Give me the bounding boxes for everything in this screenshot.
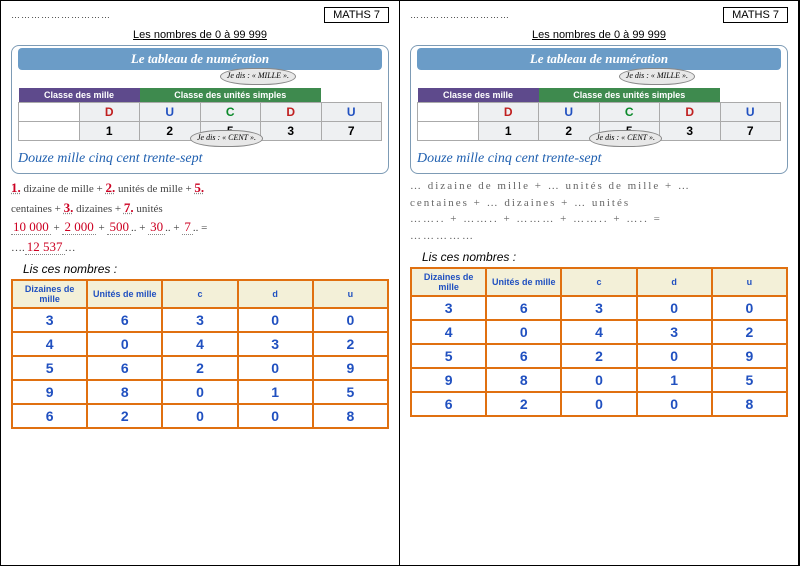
- subtitle: Les nombres de 0 à 99 999: [11, 29, 389, 41]
- cell-cdu: D: [79, 103, 140, 122]
- name-field-dots: …………………………: [410, 10, 510, 20]
- top-line: ………………………… MATHS 7: [410, 7, 788, 23]
- sample-digit: 1: [79, 122, 140, 141]
- page-badge: MATHS 7: [324, 7, 389, 23]
- decomposition-filled: 1. dizaine de mille + 2. unités de mille…: [11, 178, 389, 256]
- read-th: c: [162, 280, 237, 308]
- cell-cdu: C: [200, 103, 261, 122]
- cell-cdu: U: [140, 103, 201, 122]
- number-in-words: Douze mille cinq cent trente-sept: [18, 151, 382, 167]
- number-in-words: Douze mille cinq cent trente-sept: [417, 151, 781, 167]
- th-simple: Classe des unités simples: [140, 88, 322, 103]
- read-th: Unités de mille: [87, 280, 162, 308]
- subtitle: Les nombres de 0 à 99 999: [410, 29, 788, 41]
- bubble-cent: Je dis : « CENT ».: [589, 130, 662, 147]
- worksheet-left: ………………………… MATHS 7 Les nombres de 0 à 99…: [1, 1, 400, 565]
- bubble-mille: Je dis : « MILLE ».: [619, 68, 695, 85]
- cell-cdu: D: [261, 103, 322, 122]
- read-title: Lis ces nombres :: [23, 262, 389, 276]
- read-title: Lis ces nombres :: [422, 250, 788, 264]
- sample-digit: 3: [261, 122, 322, 141]
- read-th: u: [313, 280, 388, 308]
- bubble-mille: Je dis : « MILLE ».: [220, 68, 296, 85]
- numeration-panel: Le tableau de numération Je dis : « MILL…: [410, 45, 788, 174]
- cell-cdu: U: [321, 103, 382, 122]
- name-field-dots: …………………………: [11, 10, 111, 20]
- panel-title: Le tableau de numération: [417, 48, 781, 70]
- th-mille: Classe des mille: [19, 88, 140, 103]
- read-numbers-table: Dizaines de milleUnités de millecdu 3630…: [410, 267, 788, 417]
- sample-digit: 7: [321, 122, 382, 141]
- read-th: d: [238, 280, 313, 308]
- read-th: Dizaines de mille: [12, 280, 87, 308]
- read-numbers-table: Dizaines de mille Unités de mille c d u …: [11, 279, 389, 429]
- bubble-cent: Je dis : « CENT ».: [190, 130, 263, 147]
- top-line: ………………………… MATHS 7: [11, 7, 389, 23]
- panel-title: Le tableau de numération: [18, 48, 382, 70]
- page-badge: MATHS 7: [723, 7, 788, 23]
- numeration-panel: Le tableau de numération Je dis : « MILL…: [11, 45, 389, 174]
- worksheet-right: ………………………… MATHS 7 Les nombres de 0 à 99…: [400, 1, 799, 565]
- decomposition-blank: … dizaine de mille + … unités de mille +…: [410, 178, 788, 244]
